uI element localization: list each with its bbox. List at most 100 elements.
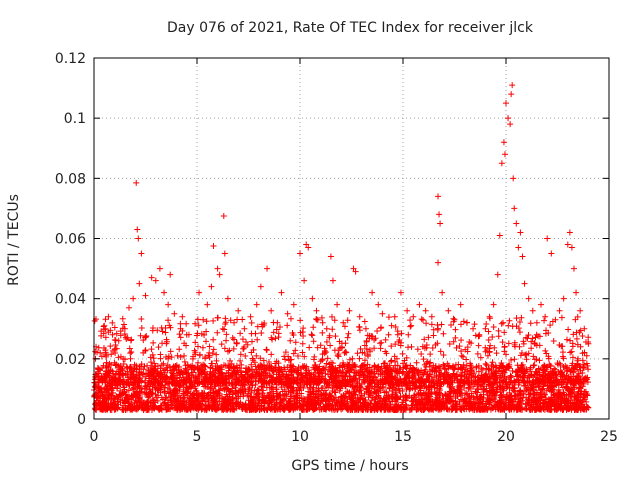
data-point bbox=[321, 379, 328, 386]
data-point bbox=[430, 332, 437, 339]
data-point bbox=[418, 392, 425, 399]
data-point bbox=[328, 313, 335, 320]
data-point bbox=[201, 390, 208, 397]
data-point bbox=[516, 343, 523, 350]
data-point bbox=[195, 322, 202, 329]
data-point bbox=[450, 338, 457, 345]
data-point bbox=[337, 368, 344, 375]
data-point bbox=[388, 357, 395, 364]
data-point bbox=[297, 384, 304, 391]
data-point bbox=[466, 339, 473, 346]
data-point bbox=[531, 396, 538, 403]
data-point bbox=[409, 378, 416, 385]
data-point bbox=[313, 316, 320, 323]
data-point bbox=[325, 366, 332, 373]
data-point bbox=[552, 391, 559, 398]
data-point bbox=[299, 406, 306, 413]
data-point bbox=[292, 339, 299, 346]
data-point bbox=[108, 351, 115, 358]
data-point bbox=[548, 385, 555, 392]
data-point bbox=[518, 368, 525, 375]
data-point bbox=[134, 403, 141, 410]
data-point bbox=[174, 352, 181, 359]
data-point bbox=[365, 383, 372, 390]
data-point bbox=[268, 351, 275, 358]
data-point bbox=[314, 364, 321, 371]
data-point bbox=[358, 390, 365, 397]
data-point bbox=[210, 388, 217, 395]
data-point bbox=[176, 331, 183, 338]
data-point bbox=[234, 316, 241, 323]
data-point bbox=[569, 360, 576, 367]
data-point bbox=[344, 405, 351, 412]
data-point bbox=[102, 316, 109, 323]
data-point bbox=[180, 390, 187, 397]
data-point bbox=[179, 313, 186, 320]
data-point bbox=[392, 341, 399, 348]
data-point bbox=[463, 356, 470, 363]
data-point bbox=[437, 378, 444, 385]
data-point bbox=[511, 392, 518, 399]
data-point bbox=[100, 323, 107, 330]
data-point bbox=[341, 349, 348, 356]
data-point bbox=[501, 329, 508, 336]
data-point bbox=[563, 402, 570, 409]
data-points bbox=[91, 82, 592, 413]
data-point bbox=[277, 406, 284, 413]
data-point bbox=[559, 349, 566, 356]
data-point bbox=[382, 373, 389, 380]
data-point bbox=[210, 336, 217, 343]
data-point bbox=[219, 325, 226, 332]
data-point bbox=[119, 315, 126, 322]
data-point bbox=[440, 362, 447, 369]
data-point bbox=[441, 405, 448, 412]
data-point bbox=[480, 388, 487, 395]
data-point bbox=[296, 387, 303, 394]
data-point bbox=[242, 400, 249, 407]
data-point bbox=[198, 370, 205, 377]
data-point bbox=[316, 369, 323, 376]
data-point bbox=[535, 397, 542, 404]
data-point bbox=[502, 351, 509, 358]
data-point bbox=[243, 369, 250, 376]
data-point bbox=[209, 399, 216, 406]
data-point bbox=[539, 364, 546, 371]
data-point bbox=[361, 379, 368, 386]
data-point bbox=[382, 348, 389, 355]
data-point bbox=[95, 378, 102, 385]
data-point bbox=[154, 397, 161, 404]
data-point bbox=[122, 334, 129, 341]
data-point bbox=[341, 394, 348, 401]
data-point bbox=[449, 364, 456, 371]
data-point bbox=[201, 376, 208, 383]
data-point bbox=[167, 394, 174, 401]
data-point bbox=[147, 354, 154, 361]
data-point bbox=[191, 366, 198, 373]
data-point bbox=[142, 389, 149, 396]
data-point bbox=[511, 341, 518, 348]
data-point bbox=[239, 386, 246, 393]
data-point bbox=[387, 358, 394, 365]
data-point bbox=[227, 317, 234, 324]
data-point bbox=[98, 388, 105, 395]
data-point bbox=[111, 324, 118, 331]
data-point bbox=[152, 385, 159, 392]
data-point bbox=[95, 401, 102, 408]
data-point bbox=[501, 343, 508, 350]
data-point bbox=[109, 389, 116, 396]
data-point bbox=[498, 359, 505, 366]
data-point bbox=[213, 357, 220, 364]
data-point bbox=[103, 353, 110, 360]
data-point bbox=[276, 378, 283, 385]
data-point bbox=[184, 362, 191, 369]
data-point bbox=[569, 354, 576, 361]
data-point bbox=[226, 347, 233, 354]
data-point bbox=[270, 329, 277, 336]
data-point bbox=[189, 395, 196, 402]
data-point bbox=[171, 388, 178, 395]
data-point bbox=[224, 348, 231, 355]
data-point bbox=[531, 362, 538, 369]
data-point bbox=[392, 391, 399, 398]
data-point bbox=[338, 394, 345, 401]
data-point bbox=[321, 345, 328, 352]
